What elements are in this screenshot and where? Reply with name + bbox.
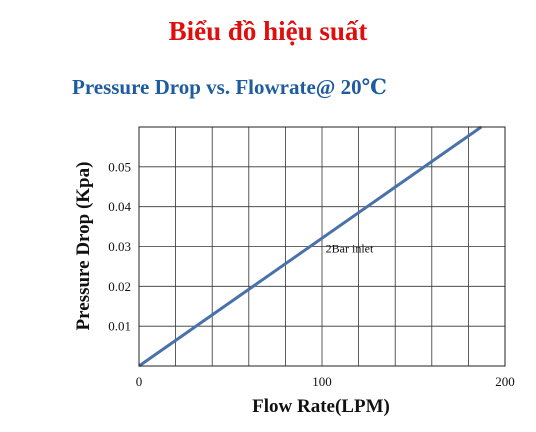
annotation-label: 2Bar inlet	[326, 241, 374, 255]
annotations: 2Bar inlet	[326, 241, 374, 255]
x-tick-label: 100	[312, 374, 332, 389]
plot-frame	[138, 126, 506, 367]
x-tick-label: 200	[495, 374, 515, 389]
y-tick-label: 0.01	[108, 319, 131, 334]
y-axis-label: Pressure Drop (Kpa)	[73, 162, 94, 331]
y-tick-label: 0.05	[108, 159, 131, 174]
series-line	[138, 125, 483, 368]
y-tick-label: 0.04	[108, 199, 131, 214]
y-tick-label: 0.02	[108, 279, 131, 294]
x-tick-label: 0	[136, 374, 143, 389]
series-layer	[138, 125, 483, 368]
y-tick-label: 0.03	[108, 239, 131, 254]
chart-title: Pressure Drop vs. Flowrate@ 20℃	[72, 75, 387, 99]
page-title: Biểu đồ hiệu suất	[168, 16, 368, 46]
x-axis-label: Flow Rate(LPM)	[252, 396, 390, 417]
tick-labels: 0 100 200 0.01 0.02 0.03 0.04 0.05	[108, 159, 515, 389]
grid	[139, 127, 505, 366]
